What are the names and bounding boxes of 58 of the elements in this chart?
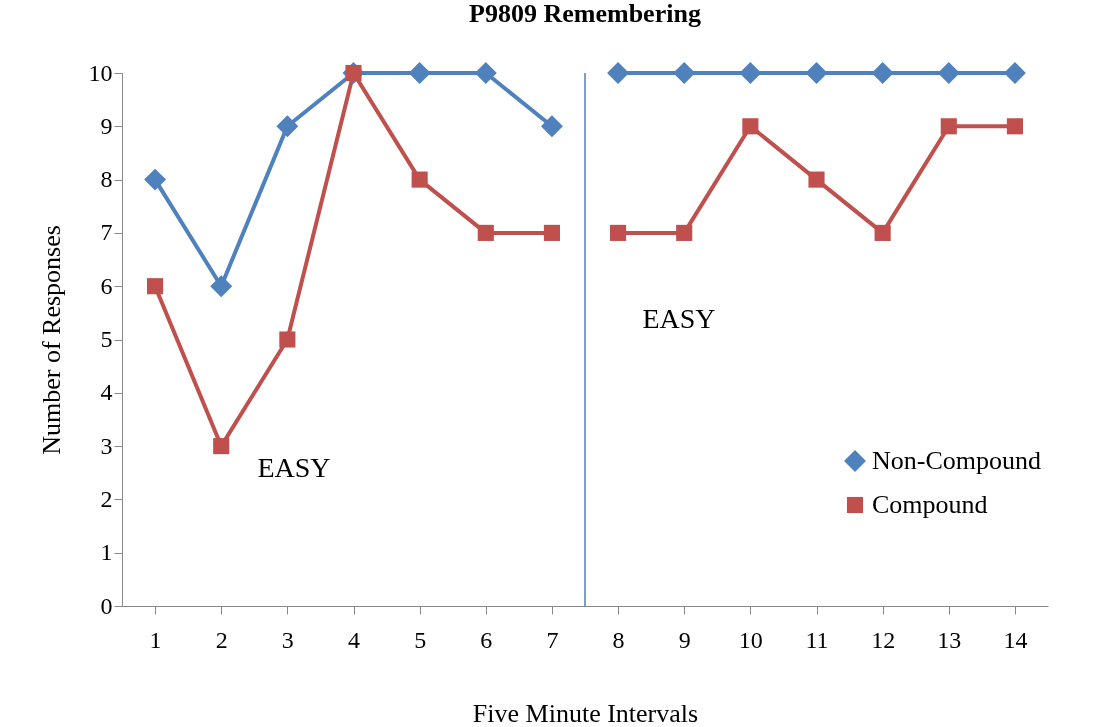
y-tick-label: 10: [88, 59, 113, 86]
y-tick-label: 1: [100, 539, 113, 566]
point: [1003, 62, 1026, 84]
annotation: EASY: [642, 303, 716, 334]
y-axis-title: Number of Responses: [36, 225, 66, 455]
point: [408, 62, 431, 84]
point: [739, 62, 762, 84]
y-tick-label: 7: [100, 219, 113, 246]
point: [147, 278, 164, 295]
x-axis-title: Five Minute Intervals: [472, 698, 699, 727]
x-tick-label: 11: [805, 626, 829, 653]
x-tick-label: 2: [215, 626, 228, 653]
point: [742, 118, 759, 135]
point: [1006, 118, 1023, 135]
point: [210, 275, 233, 298]
x-tick-label: 14: [1003, 626, 1028, 653]
x-tick-label: 1: [149, 626, 162, 653]
x-tick-label: 3: [281, 626, 294, 653]
y-tick-label: 3: [100, 432, 113, 459]
y-tick-label: 0: [100, 592, 113, 619]
chart-title: P9809 Remembering: [469, 0, 701, 28]
point: [940, 118, 957, 135]
x-tick-label: 6: [480, 626, 493, 653]
x-tick-label: 12: [871, 626, 896, 653]
point: [676, 224, 693, 241]
point: [874, 224, 891, 241]
point: [805, 62, 828, 84]
point: [411, 171, 428, 188]
point: [213, 438, 230, 455]
point: [279, 331, 296, 348]
y-tick-label: 8: [100, 166, 113, 193]
point: [607, 62, 630, 84]
y-tick-label: 9: [100, 112, 113, 139]
x-tick-label: 9: [678, 626, 691, 653]
point: [477, 224, 494, 241]
point: [276, 115, 299, 138]
point: [937, 62, 960, 84]
legend-label: Compound: [872, 490, 988, 519]
y-tick-label: 2: [100, 485, 113, 512]
y-tick-label: 6: [100, 272, 113, 299]
point: [474, 62, 497, 84]
point: [144, 168, 167, 191]
x-tick-label: 10: [738, 626, 763, 653]
y-tick-label: 4: [100, 379, 113, 406]
x-tick-label: 5: [414, 626, 427, 653]
point: [808, 171, 825, 188]
point: [543, 224, 560, 241]
point: [610, 224, 627, 241]
x-tick-label: 7: [546, 626, 559, 653]
point: [673, 62, 696, 84]
y-tick-label: 5: [100, 326, 113, 352]
legend-label: Non-Compound: [872, 446, 1041, 475]
x-tick-label: 8: [612, 626, 625, 653]
x-tick-label: 4: [348, 626, 360, 653]
x-tick-label: 13: [937, 626, 962, 653]
annotation: EASY: [257, 452, 331, 483]
point: [871, 62, 894, 84]
point: [540, 115, 563, 138]
